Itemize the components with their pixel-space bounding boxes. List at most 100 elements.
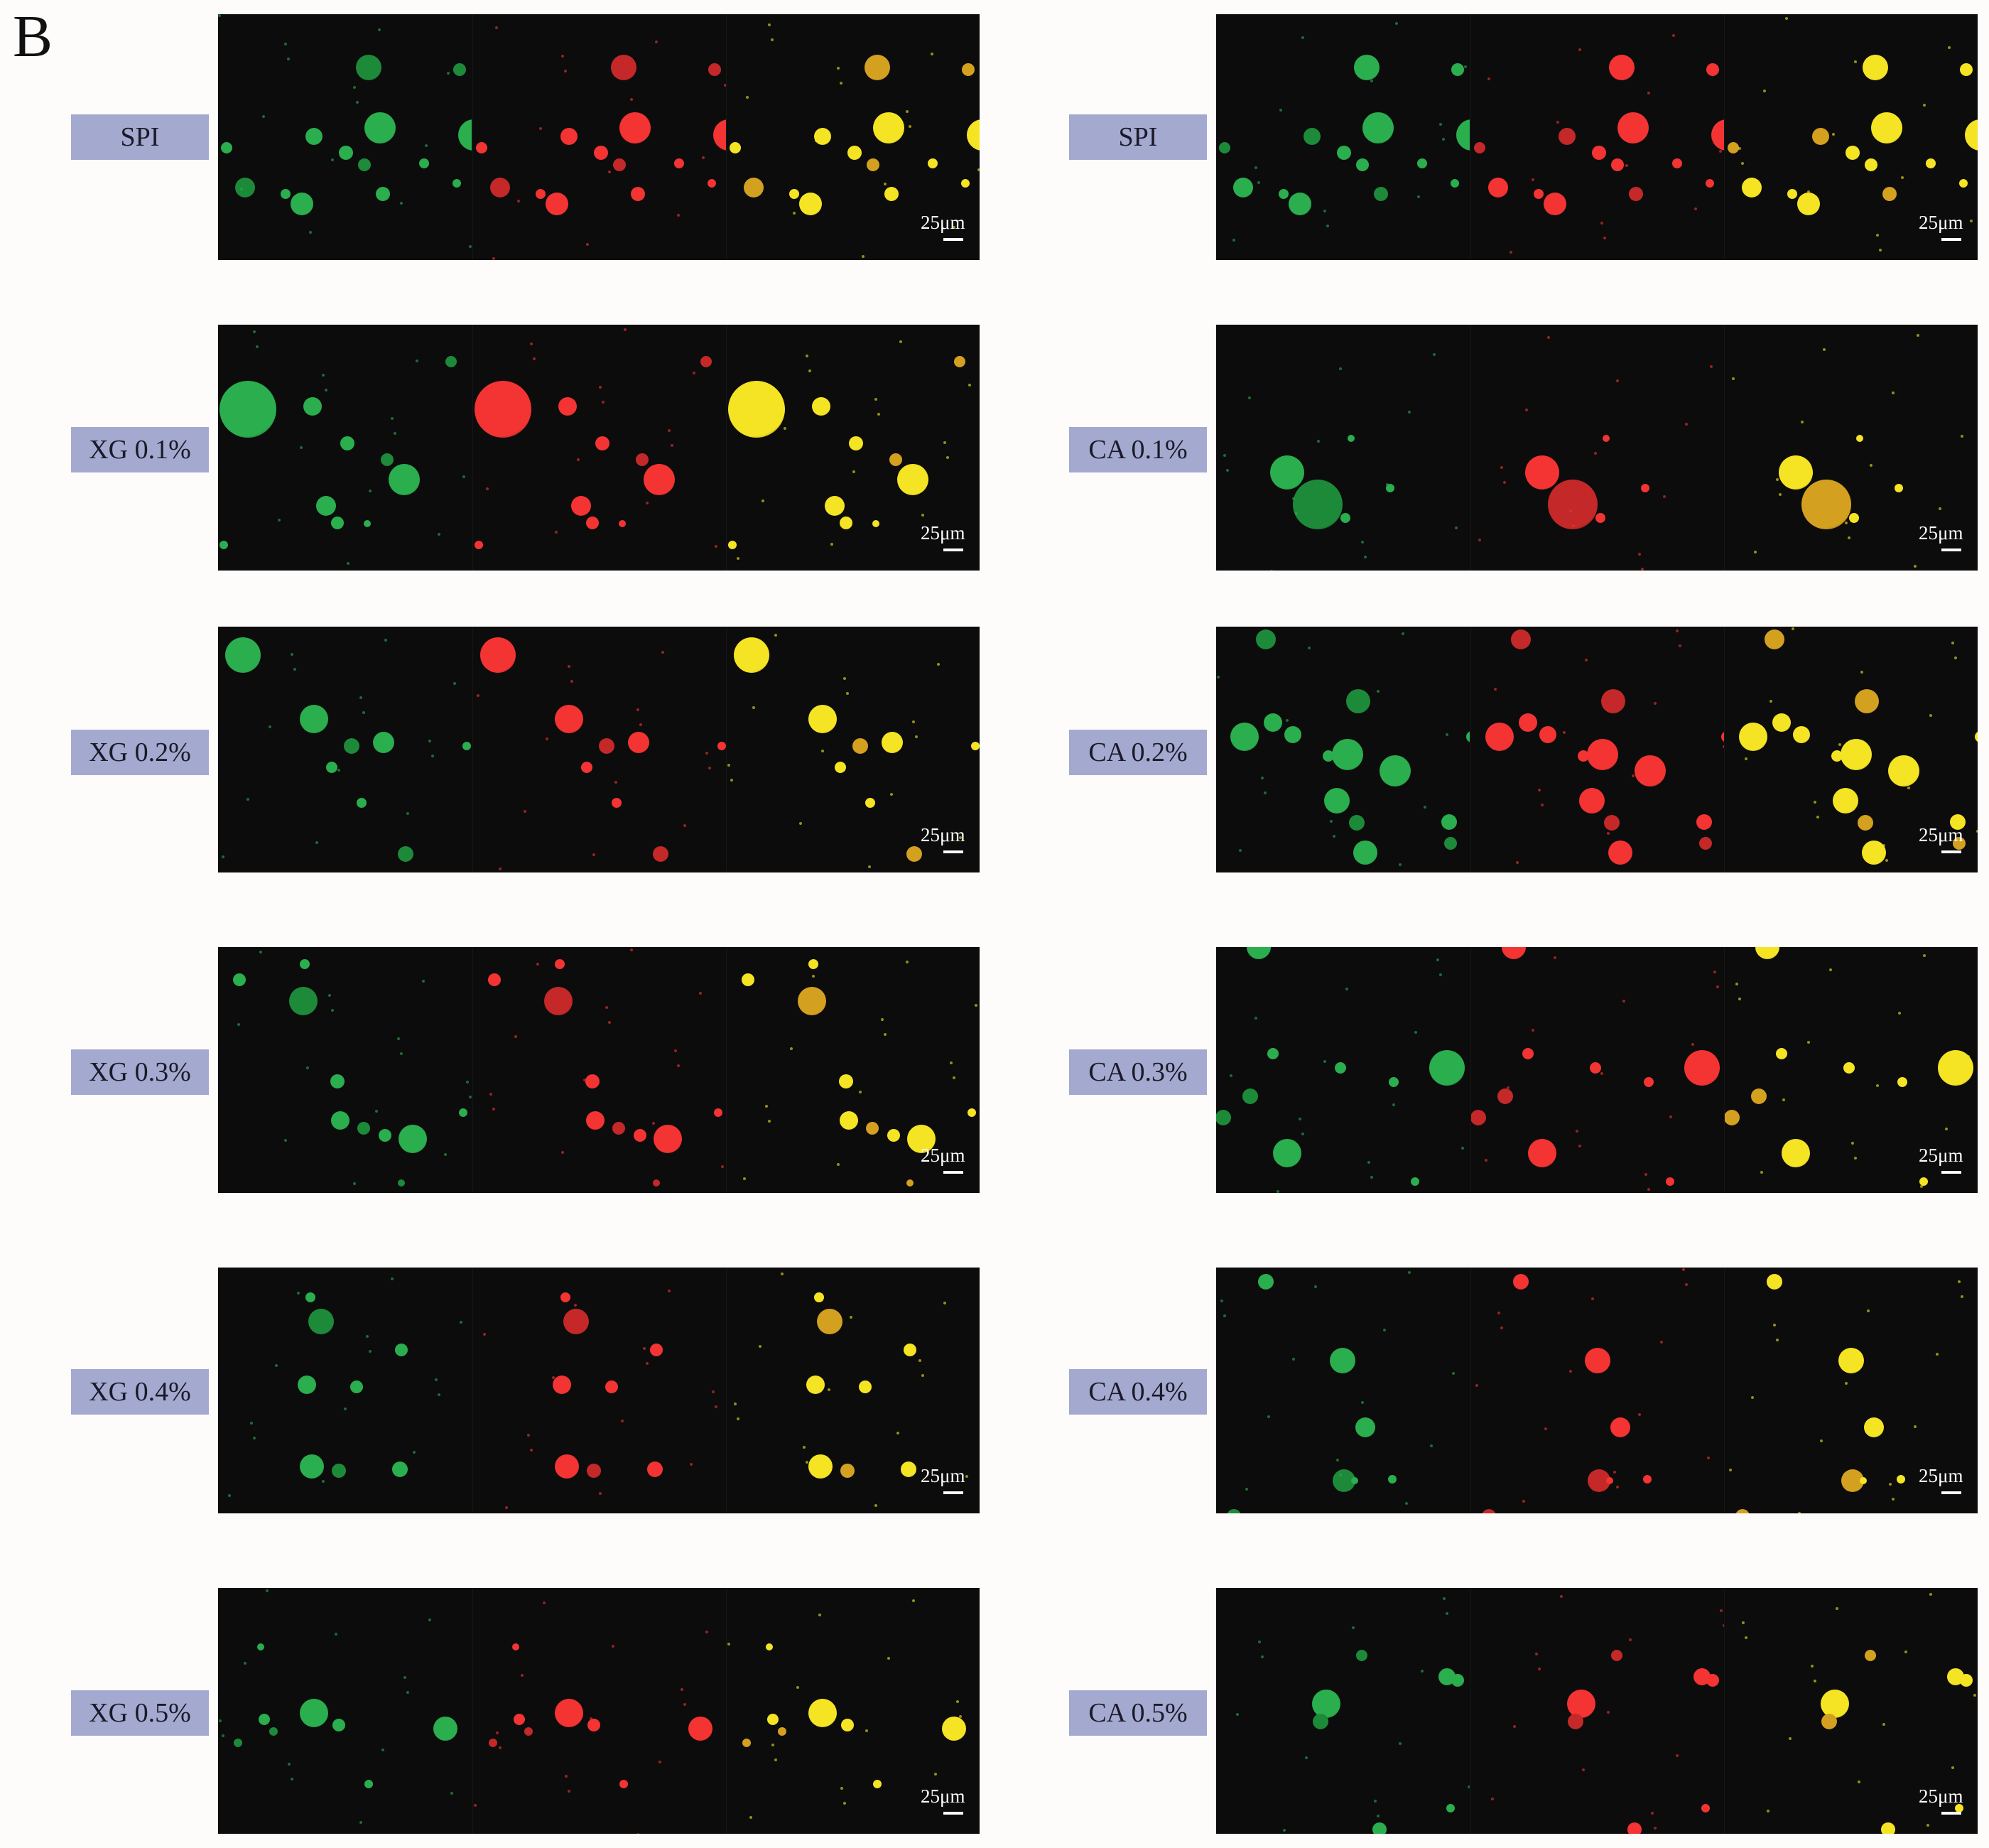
droplet [453, 63, 466, 76]
channel-tile [472, 947, 727, 1193]
speckle [1713, 971, 1716, 973]
speckle [1364, 556, 1367, 558]
droplet [631, 187, 645, 201]
speckle [850, 1316, 852, 1319]
droplet [332, 1464, 346, 1478]
speckle [1374, 1800, 1377, 1803]
droplet [1293, 480, 1343, 529]
droplet [586, 517, 599, 529]
speckle [1798, 1512, 1801, 1513]
droplet [619, 1780, 628, 1788]
speckle [1961, 435, 1963, 438]
speckle [492, 1108, 495, 1111]
scale-bar [943, 850, 963, 853]
scale-bar [943, 238, 963, 241]
droplet [459, 1108, 467, 1117]
speckle [1879, 249, 1882, 252]
speckle [1625, 164, 1628, 167]
droplet [1511, 629, 1531, 649]
channel-tile [1470, 1268, 1725, 1513]
speckle [1914, 1425, 1917, 1428]
droplet [331, 1111, 349, 1130]
droplet [392, 1461, 408, 1477]
speckle [655, 40, 658, 43]
speckle [737, 557, 739, 560]
channel-tile [218, 1588, 472, 1834]
droplet [962, 63, 975, 76]
droplet [1590, 1062, 1601, 1074]
speckle [1299, 1118, 1301, 1120]
droplet [1608, 841, 1632, 865]
speckle [521, 1674, 524, 1677]
droplet [233, 973, 246, 986]
speckle [1676, 1754, 1679, 1757]
speckle [946, 456, 949, 459]
speckle [1845, 1382, 1848, 1385]
speckle [219, 1719, 222, 1722]
droplet [901, 1461, 916, 1477]
speckle [1377, 690, 1380, 693]
speckle [1361, 541, 1364, 544]
speckle [1691, 1043, 1694, 1046]
speckle [1430, 1444, 1433, 1447]
droplet [1362, 112, 1394, 144]
speckle [250, 1422, 253, 1425]
droplet [1354, 55, 1380, 80]
droplet [1635, 755, 1666, 787]
speckle [1442, 138, 1445, 141]
channel-tile [1470, 325, 1725, 571]
droplet [1953, 837, 1966, 850]
speckle [1832, 133, 1835, 136]
speckle [400, 1052, 403, 1055]
droplet [1219, 142, 1230, 153]
droplet [714, 1108, 722, 1117]
speckle [1301, 1133, 1304, 1135]
droplet [599, 738, 614, 754]
speckle [344, 1407, 347, 1410]
speckle [1638, 1413, 1641, 1416]
speckle [391, 1277, 394, 1280]
droplet [1340, 513, 1350, 523]
speckle [453, 682, 456, 685]
droplet [1772, 713, 1791, 732]
droplet [1919, 1177, 1928, 1186]
speckle [1270, 570, 1273, 571]
droplet [1849, 513, 1859, 523]
speckle [1682, 1268, 1685, 1271]
droplet [653, 846, 668, 862]
speckle [438, 1393, 440, 1396]
droplet [1960, 1674, 1973, 1687]
droplet [734, 637, 769, 673]
speckle [1676, 629, 1679, 632]
speckle [1230, 1074, 1232, 1077]
speckle [677, 1064, 680, 1067]
droplet [1242, 1088, 1258, 1104]
speckle [874, 1504, 877, 1507]
speckle [1292, 1358, 1295, 1361]
channel-tile: 25μm [726, 1268, 980, 1513]
speckle [1556, 121, 1559, 124]
speckle [1301, 36, 1304, 39]
speckle [325, 389, 327, 391]
speckle [1814, 801, 1816, 804]
speckle [1694, 207, 1697, 210]
speckle [1330, 1699, 1333, 1702]
speckle [1701, 818, 1703, 821]
scale-bar-label: 25μm [1919, 212, 1963, 233]
scale-bar [943, 1171, 963, 1174]
channel-tile: 25μm [726, 14, 980, 260]
speckle [499, 868, 502, 870]
speckle [1616, 1486, 1619, 1488]
speckle [218, 14, 221, 17]
speckle [1644, 1173, 1647, 1176]
droplet [1609, 55, 1635, 80]
speckle [959, 1715, 962, 1718]
speckle [633, 113, 636, 116]
speckle [1760, 1171, 1763, 1174]
droplet [1227, 1509, 1241, 1513]
speckle [244, 1662, 246, 1665]
speckle [715, 1405, 717, 1408]
speckle [784, 427, 786, 430]
channel-tile: 25μm [726, 325, 980, 571]
droplet [488, 973, 501, 986]
